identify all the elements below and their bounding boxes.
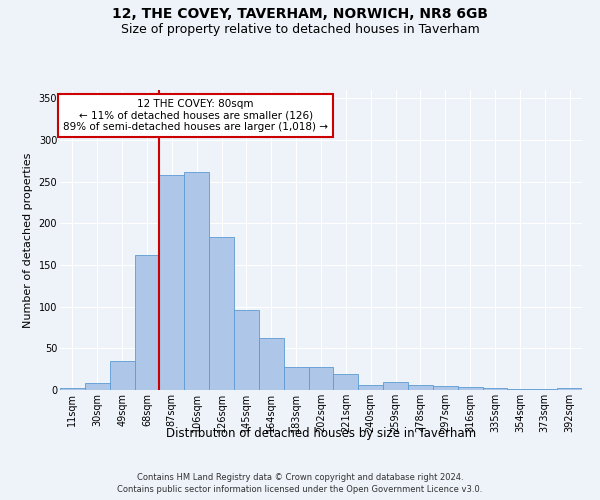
Bar	[259, 338, 284, 390]
Text: 12 THE COVEY: 80sqm
← 11% of detached houses are smaller (126)
89% of semi-detac: 12 THE COVEY: 80sqm ← 11% of detached ho…	[63, 99, 328, 132]
Bar	[60, 388, 85, 390]
Bar	[160, 175, 184, 390]
Y-axis label: Number of detached properties: Number of detached properties	[23, 152, 33, 328]
Text: Distribution of detached houses by size in Taverham: Distribution of detached houses by size …	[166, 428, 476, 440]
Bar	[209, 236, 234, 390]
Bar	[383, 382, 408, 390]
Bar	[358, 385, 383, 390]
Bar	[134, 255, 160, 390]
Bar	[234, 310, 259, 390]
Bar	[508, 389, 532, 390]
Text: 12, THE COVEY, TAVERHAM, NORWICH, NR8 6GB: 12, THE COVEY, TAVERHAM, NORWICH, NR8 6G…	[112, 8, 488, 22]
Bar	[85, 384, 110, 390]
Bar	[557, 388, 582, 390]
Bar	[433, 386, 458, 390]
Text: Size of property relative to detached houses in Taverham: Size of property relative to detached ho…	[121, 22, 479, 36]
Bar	[482, 388, 508, 390]
Bar	[308, 366, 334, 390]
Text: Contains HM Land Registry data © Crown copyright and database right 2024.: Contains HM Land Registry data © Crown c…	[137, 472, 463, 482]
Bar	[334, 374, 358, 390]
Bar	[458, 386, 482, 390]
Text: Contains public sector information licensed under the Open Government Licence v3: Contains public sector information licen…	[118, 485, 482, 494]
Bar	[284, 366, 308, 390]
Bar	[532, 389, 557, 390]
Bar	[408, 385, 433, 390]
Bar	[110, 361, 134, 390]
Bar	[184, 172, 209, 390]
